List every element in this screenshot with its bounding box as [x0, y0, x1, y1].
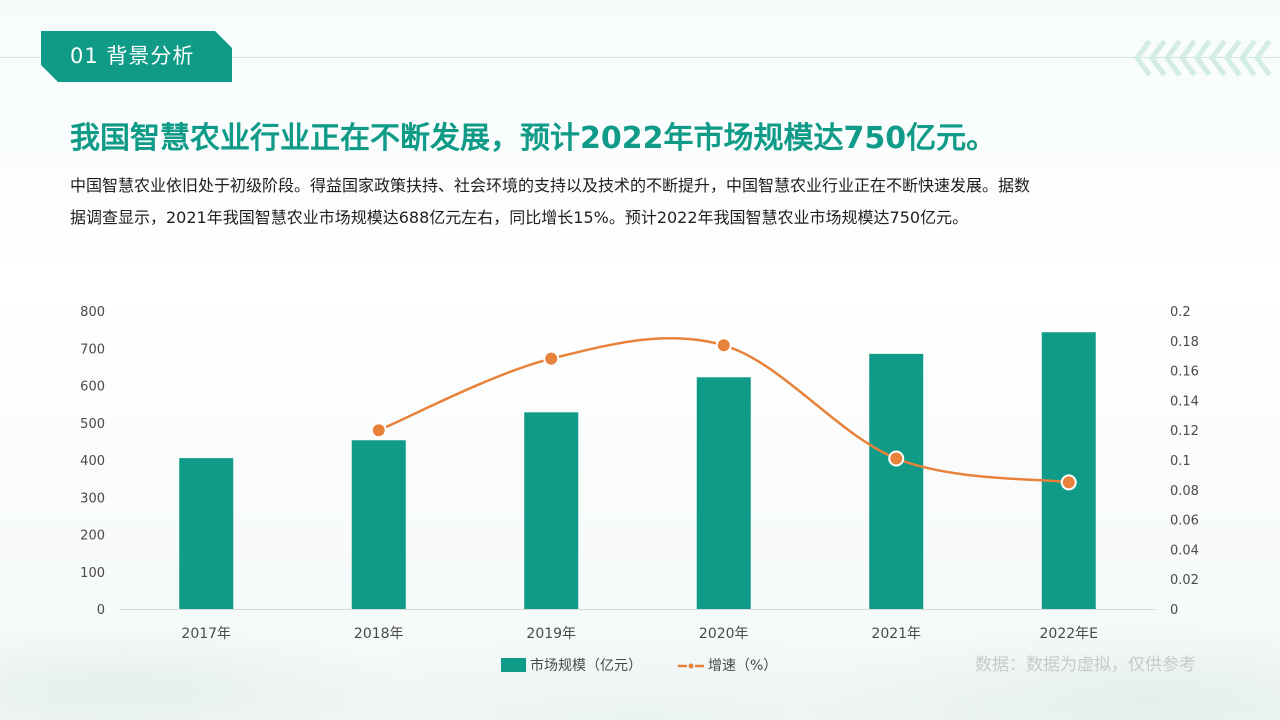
- y-left-tick-label: 200: [80, 529, 105, 544]
- y-left-tick-label: 0: [97, 603, 105, 618]
- growth-point: [888, 450, 905, 467]
- y-left-tick-label: 100: [80, 566, 105, 581]
- intro-line-1: 中国智慧农业依旧处于初级阶段。得益国家政策扶持、社会环境的支持以及技术的不断提升…: [70, 176, 1031, 195]
- y-right-tick-label: 0.12: [1170, 424, 1199, 439]
- y-right-tick-label: 0.14: [1170, 394, 1199, 409]
- y-left-tick-label: 300: [80, 491, 105, 506]
- y-right-tick-label: 0.1: [1170, 454, 1191, 469]
- growth-point: [370, 422, 387, 439]
- y-left-tick-label: 500: [80, 417, 105, 432]
- y-right-tick-label: 0.18: [1170, 335, 1199, 350]
- x-tick-label: 2018年: [354, 626, 404, 642]
- y-right-tick-label: 0.08: [1170, 484, 1199, 499]
- y-right-tick-label: 0.04: [1170, 543, 1199, 558]
- growth-point: [715, 337, 732, 354]
- growth-point: [543, 350, 560, 367]
- bar: [351, 440, 406, 609]
- legend-bar-swatch: [501, 658, 526, 672]
- bar: [869, 353, 924, 609]
- growth-point: [1060, 474, 1077, 491]
- legend-bar-label: 市场规模（亿元）: [530, 657, 642, 674]
- y-right-tick-label: 0.2: [1170, 305, 1191, 320]
- legend-line-label: 增速（%）: [708, 658, 777, 674]
- y-left-tick-label: 800: [80, 305, 105, 320]
- header-divider: [0, 57, 1280, 58]
- y-left-tick-label: 700: [80, 342, 105, 357]
- x-tick-label: 2022年E: [1040, 626, 1098, 642]
- y-left-tick-label: 400: [80, 454, 105, 469]
- y-right-tick-label: 0: [1170, 603, 1178, 618]
- x-tick-label: 2019年: [526, 626, 576, 642]
- x-tick-label: 2017年: [181, 626, 231, 642]
- y-right-tick-label: 0.02: [1170, 573, 1199, 588]
- y-right-tick-label: 0.06: [1170, 514, 1199, 529]
- intro-line-2: 据调查显示，2021年我国智慧农业市场规模达688亿元左右，同比增长15%。预计…: [70, 208, 969, 227]
- y-right-tick-label: 0.16: [1170, 365, 1199, 380]
- chevron-decoration-icon: [1134, 40, 1272, 76]
- y-left-tick-label: 600: [80, 380, 105, 395]
- section-tag: [41, 31, 232, 82]
- x-tick-label: 2021年: [871, 626, 921, 642]
- intro-paragraph: 中国智慧农业依旧处于初级阶段。得益国家政策扶持、社会环境的支持以及技术的不断提升…: [70, 170, 1210, 234]
- x-tick-label: 2020年: [699, 626, 749, 642]
- legend-line-marker: [688, 663, 694, 669]
- bar: [696, 377, 751, 609]
- bar: [1041, 332, 1096, 609]
- bar: [179, 458, 234, 609]
- page-headline: 我国智慧农业行业正在不断发展，预计2022年市场规模达750亿元。: [70, 121, 997, 156]
- section-tag-label: 01 背景分析: [70, 44, 195, 68]
- market-size-chart: 0 100 200 300 400 500 600 700 800 0 0.02 0.04 0.06 0.…: [80, 305, 1199, 674]
- bar: [524, 412, 579, 609]
- data-source-note: 数据：数据为虚拟，仅供参考: [975, 655, 1196, 675]
